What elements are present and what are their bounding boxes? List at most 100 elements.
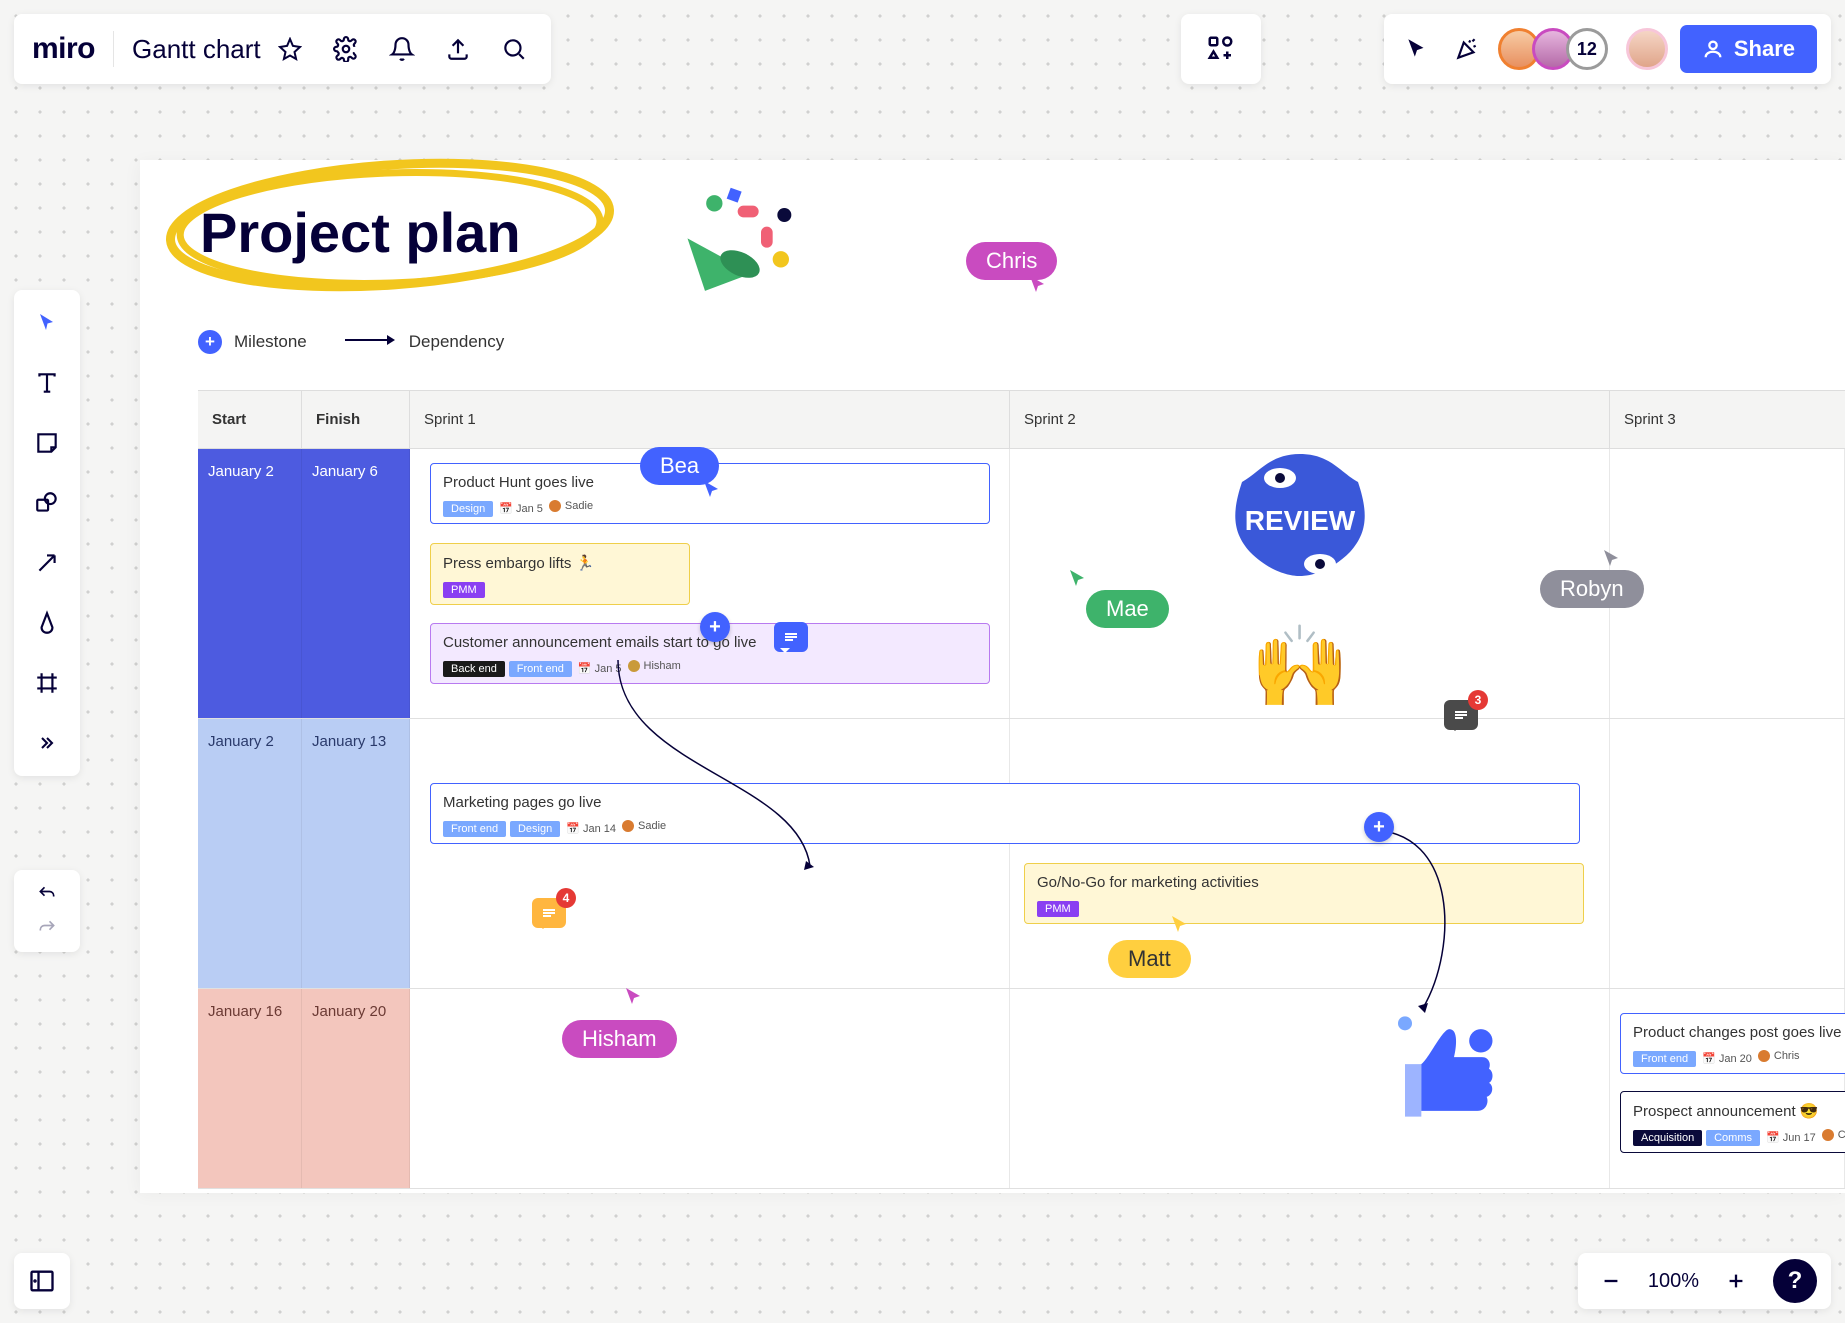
undo-button[interactable] [34,884,60,904]
tool-shapes[interactable] [26,482,68,524]
redo-button[interactable] [34,918,60,938]
zoom-controls: 100% ? [1578,1253,1831,1309]
cursor-hisham: Hisham [562,1020,677,1058]
row-start-date: January 2 [198,449,302,718]
hands-up-sticker[interactable]: 🙌 [1240,620,1360,740]
task-tag: Back end [443,661,505,677]
zoom-level[interactable]: 100% [1648,1270,1699,1293]
col-header-finish: Finish [302,391,410,448]
comment-icon-blue[interactable] [774,622,808,652]
topbar-apps-button[interactable] [1181,14,1261,84]
cursor-bea: Bea [640,447,719,485]
help-button[interactable]: ? [1773,1259,1817,1303]
tool-more[interactable] [26,722,68,764]
tool-arrow[interactable] [26,542,68,584]
task-tag: PMM [1037,901,1079,917]
tool-select[interactable] [26,302,68,344]
avatar-me[interactable] [1626,28,1668,70]
task-tag: PMM [443,582,485,598]
export-upload-icon[interactable] [439,30,477,68]
tool-pen[interactable] [26,602,68,644]
milestone-plus-2[interactable]: + [1364,812,1394,842]
zoom-out-button[interactable] [1592,1262,1630,1300]
divider [113,31,114,67]
cursor-label: Matt [1108,940,1191,978]
plus-icon: + [198,330,222,354]
task-tag: Front end [443,821,506,837]
reactions-party-icon[interactable] [1448,30,1486,68]
tool-sticky-note[interactable] [26,422,68,464]
task-card[interactable]: Press embargo lifts 🏃 PMM [430,543,690,605]
row-start-date: January 2 [198,719,302,988]
topbar-right: 12 Share [1384,14,1831,84]
cursor-label: Robyn [1540,570,1644,608]
task-date: 📅 Jun 17 [1766,1131,1816,1144]
share-button[interactable]: Share [1680,25,1817,73]
comment-count-badge: 4 [556,888,576,908]
frames-panel-toggle[interactable] [14,1253,70,1309]
task-card[interactable]: Go/No-Go for marketing activities PMM [1024,863,1584,924]
task-card[interactable]: Marketing pages go live Front end Design 📅… [430,783,1580,844]
board-name[interactable]: Gantt chart [132,30,309,68]
party-horn-sticker[interactable] [670,180,810,320]
milestone-plus-1[interactable]: + [700,612,730,642]
board-name-text: Gantt chart [132,34,261,65]
notifications-bell-icon[interactable] [383,30,421,68]
task-assignee: Sadie [549,500,593,512]
task-tag: Design [510,821,560,837]
task-date: 📅 Jan 5 [499,502,543,515]
task-tag: Comms [1706,1130,1760,1146]
task-assignee: Hisham [628,660,681,672]
task-tag: Acquisition [1633,1130,1702,1146]
tool-frame[interactable] [26,662,68,704]
search-icon[interactable] [495,30,533,68]
row-finish-date: January 13 [302,719,410,988]
app-logo[interactable]: miro [32,32,95,66]
left-toolbar-history [14,870,80,952]
settings-gear-icon[interactable] [327,30,365,68]
cursor-mode-icon[interactable] [1398,30,1436,68]
board-frame[interactable]: Project plan +Milestone Dependency Start… [140,160,1845,1193]
task-card[interactable]: Prospect announcement 😎Acquisition Comms… [1620,1091,1845,1153]
task-card[interactable]: Product changes post goes live Front end 📅… [1620,1013,1845,1074]
topbar-left: miro Gantt chart [14,14,551,84]
comment-count-badge: 3 [1468,690,1488,710]
task-title: Product changes post goes live [1633,1024,1845,1041]
legend-milestone: +Milestone [198,330,307,354]
task-tag: Front end [1633,1051,1696,1067]
task-tag: Design [443,501,493,517]
row-start-date: January 16 [198,989,302,1188]
col-header-start: Start [198,391,302,448]
zoom-in-button[interactable] [1717,1262,1755,1300]
tool-text[interactable] [26,362,68,404]
row-finish-date: January 6 [302,449,410,718]
comment-bubble[interactable]: 4 [532,898,566,928]
gantt-chart[interactable]: Start Finish Sprint 1 Sprint 2 Sprint 3 … [198,390,1845,1193]
cursor-robyn: Robyn [1540,570,1644,608]
task-title: Press embargo lifts 🏃 [443,554,677,572]
page-title[interactable]: Project plan [200,200,521,265]
gantt-lane[interactable]: Product changes post goes live Front end 📅… [410,989,1845,1188]
task-date: 📅 Jan 14 [566,822,616,835]
thumbs-up-sticker[interactable] [1370,1000,1510,1140]
gantt-header-row: Start Finish Sprint 1 Sprint 2 Sprint 3 [198,391,1845,449]
col-header-sprint1: Sprint 1 [410,391,1010,448]
share-label: Share [1734,36,1795,62]
col-header-sprint2: Sprint 2 [1010,391,1610,448]
legend-dependency: Dependency [343,332,504,352]
legend: +Milestone Dependency [198,330,504,354]
task-title: Marketing pages go live [443,794,1567,811]
avatar-overflow-count[interactable]: 12 [1566,28,1608,70]
cursor-mae: Mae [1086,590,1169,628]
star-icon[interactable] [271,30,309,68]
task-date: 📅 Jan 20 [1702,1052,1752,1065]
collaborator-avatars[interactable]: 12 [1498,28,1608,70]
svg-text:REVIEW: REVIEW [1245,505,1356,536]
task-assignee: Chris [1822,1129,1845,1141]
cursor-chris: Chris [966,242,1057,280]
review-sticker[interactable]: REVIEW [1220,444,1380,594]
row-finish-date: January 20 [302,989,410,1188]
task-title: Go/No-Go for marketing activities [1037,874,1571,891]
comment-bubble[interactable]: 3 [1444,700,1478,730]
task-assignee: Chris [1758,1050,1800,1062]
